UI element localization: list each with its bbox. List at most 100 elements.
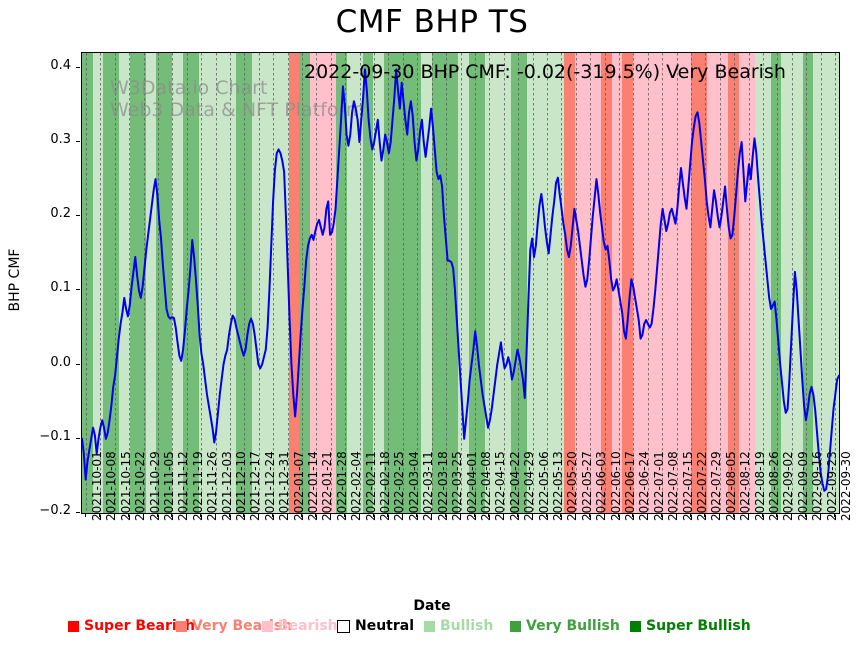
legend-swatch-icon (262, 620, 273, 632)
y-tick-label: −0.1 (39, 428, 71, 444)
x-tick-label: 2022-09-09 (795, 451, 810, 521)
legend-item[interactable]: Very Bullish (510, 618, 620, 634)
x-tick-mark (689, 513, 691, 517)
legend-item[interactable]: Neutral (337, 618, 414, 634)
x-tick-label: 2022-09-23 (824, 451, 839, 521)
x-tick-mark (617, 513, 619, 517)
y-tick-mark (76, 289, 80, 291)
regime-band (770, 53, 782, 513)
x-tick-mark (834, 513, 835, 517)
legend-item[interactable]: Super Bullish (630, 618, 751, 634)
grid-line (489, 53, 491, 513)
regime-band (728, 53, 740, 513)
x-tick-label: 2022-05-20 (565, 451, 580, 521)
grid-line (460, 53, 462, 513)
x-tick-label: 2022-07-15 (680, 451, 695, 521)
x-tick-mark (560, 513, 562, 517)
x-tick-label: 2022-03-11 (421, 451, 436, 521)
x-tick-label: 2021-10-08 (104, 451, 119, 521)
x-tick-label: 2022-01-21 (320, 451, 335, 521)
regime-band (564, 53, 575, 513)
legend-label: Bullish (440, 618, 494, 634)
y-tick-mark (76, 363, 80, 365)
x-tick-mark (185, 513, 187, 517)
y-tick-mark (76, 141, 80, 143)
regime-band (601, 53, 612, 513)
regime-band (82, 53, 93, 513)
legend: Super Bearish Very Bearish Bearish Neutral B… (0, 618, 864, 642)
legend-swatch-icon (630, 620, 641, 632)
grid-line (820, 53, 822, 513)
x-tick-mark (257, 513, 259, 517)
x-tick-label: 2022-04-29 (522, 451, 537, 521)
x-tick-label: 2022-06-17 (622, 451, 637, 521)
x-tick-mark (531, 513, 533, 517)
grid-line (575, 53, 577, 513)
grid-line (618, 53, 620, 513)
grid-line (359, 53, 361, 513)
x-tick-label: 2022-08-12 (738, 451, 753, 521)
x-tick-mark (358, 513, 360, 517)
grid-line (201, 53, 203, 513)
grid-line (835, 53, 836, 513)
x-tick-mark (445, 513, 447, 517)
x-tick-label: 2021-10-01 (90, 451, 104, 521)
grid-line (388, 53, 390, 513)
grid-line (244, 53, 246, 513)
grid-line (273, 53, 275, 513)
legend-label: Neutral (355, 618, 415, 634)
grid-line (172, 53, 174, 513)
x-tick-mark (157, 513, 159, 517)
x-tick-mark (761, 513, 763, 517)
grid-line (503, 53, 505, 513)
grid-line (143, 53, 145, 513)
legend-item[interactable]: Bearish (262, 618, 338, 634)
grid-layer (82, 53, 839, 513)
x-tick-label: 2022-09-16 (810, 451, 825, 521)
x-tick-mark (99, 513, 101, 517)
legend-swatch-icon (510, 620, 521, 632)
legend-item[interactable]: Super Bearish (68, 618, 195, 634)
x-tick-label: 2022-04-22 (507, 451, 522, 521)
y-tick-label: 0.0 (50, 354, 71, 370)
x-tick-label: 2022-07-01 (651, 451, 666, 521)
x-tick-label: 2022-05-06 (536, 451, 551, 521)
x-tick-mark (344, 513, 346, 517)
grid-line (258, 53, 260, 513)
legend-swatch-icon (424, 620, 435, 632)
regime-band (172, 53, 183, 513)
plot-area[interactable]: W3Data.io Chart Web3 Data & NFT Platform… (81, 52, 840, 514)
x-tick-mark (718, 513, 720, 517)
x-tick-mark (243, 513, 245, 517)
x-tick-mark (373, 513, 375, 517)
legend-swatch-icon (176, 620, 187, 632)
x-tick-label: 2022-01-14 (306, 451, 321, 521)
y-tick-label: 0.3 (50, 132, 71, 148)
x-tick-label: 2022-05-27 (579, 451, 594, 521)
legend-item[interactable]: Bullish (424, 618, 493, 634)
x-tick-mark (603, 513, 605, 517)
x-tick-label: 2021-11-12 (176, 451, 191, 521)
x-tick-mark (790, 513, 792, 517)
x-tick-label: 2022-07-22 (694, 451, 709, 521)
x-tick-mark (214, 513, 216, 517)
grid-line (345, 53, 347, 513)
x-tick-label: 2022-02-18 (378, 451, 393, 521)
grid-line (302, 53, 304, 513)
regime-band (373, 53, 385, 513)
legend-swatch-icon (337, 619, 350, 633)
x-tick-mark (502, 513, 504, 517)
grid-line (330, 53, 332, 513)
page-title: CMF BHP TS (335, 4, 529, 40)
regime-band (92, 53, 104, 513)
x-tick-label: 2022-01-28 (334, 451, 349, 521)
x-tick-label: 2022-02-25 (392, 451, 407, 521)
latest-value-annotation: 2022-09-30 BHP CMF: -0.02(-319.5%) Very … (304, 61, 786, 83)
x-tick-mark (272, 513, 274, 517)
x-tick-mark (200, 513, 202, 517)
x-tick-label: 2021-12-24 (262, 451, 277, 521)
annotation-layer: 2022-09-30 BHP CMF: -0.02(-319.5%) Very … (82, 53, 839, 513)
regime-band (622, 53, 634, 513)
x-tick-mark (387, 513, 389, 517)
regime-band (346, 53, 363, 513)
